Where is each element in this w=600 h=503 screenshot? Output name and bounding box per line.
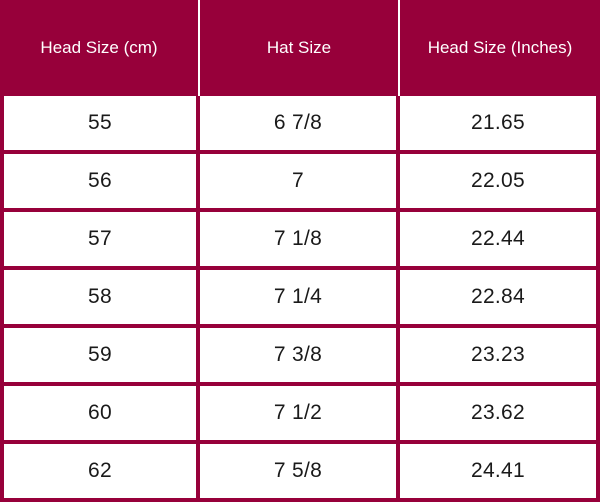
table-cell-inches: 23.62 [400, 386, 600, 444]
table-cell-inches: 22.84 [400, 270, 600, 328]
table-cell-inches: 24.41 [400, 444, 600, 502]
table-cell-cm: 57 [0, 212, 200, 270]
table-cell-cm: 56 [0, 154, 200, 212]
table-cell-cm: 58 [0, 270, 200, 328]
table-cell-cm: 59 [0, 328, 200, 386]
table-cell-inches: 23.23 [400, 328, 600, 386]
table-cell-inches: 22.44 [400, 212, 600, 270]
table-cell-hat-size: 6 7/8 [200, 96, 400, 154]
header-head-size-cm: Head Size (cm) [0, 0, 200, 96]
header-hat-size: Hat Size [200, 0, 400, 96]
header-head-size-inches: Head Size (Inches) [400, 0, 600, 96]
table-cell-cm: 60 [0, 386, 200, 444]
table-cell-hat-size: 7 1/4 [200, 270, 400, 328]
table-cell-cm: 62 [0, 444, 200, 502]
table-cell-inches: 22.05 [400, 154, 600, 212]
table-cell-hat-size: 7 [200, 154, 400, 212]
table-cell-cm: 55 [0, 96, 200, 154]
table-cell-hat-size: 7 1/2 [200, 386, 400, 444]
table-cell-hat-size: 7 3/8 [200, 328, 400, 386]
table-cell-inches: 21.65 [400, 96, 600, 154]
table-cell-hat-size: 7 5/8 [200, 444, 400, 502]
table-cell-hat-size: 7 1/8 [200, 212, 400, 270]
